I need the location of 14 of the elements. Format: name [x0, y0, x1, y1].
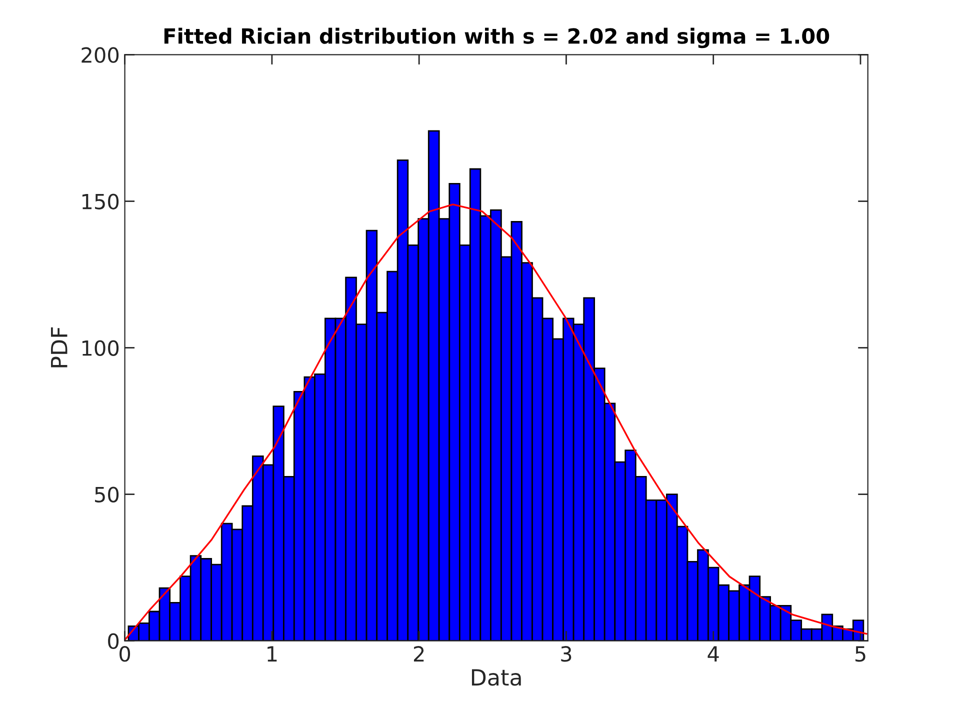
- x-tick-label: 3: [561, 646, 572, 662]
- x-tick-label: 5: [855, 646, 866, 662]
- y-tick-label: 200: [82, 47, 119, 63]
- x-axis-title: Data: [472, 669, 521, 686]
- x-tick-label: 0: [120, 646, 130, 662]
- chart-title: Fitted Rician distribution with s = 2.02 and sigma = 1.00: [164, 28, 830, 48]
- y-tick-label: 0: [108, 633, 119, 650]
- y-axis-title: PDF: [51, 327, 68, 368]
- y-tick-label: 50: [95, 486, 119, 502]
- y-tick-label: 150: [82, 194, 119, 210]
- x-tick-label: 1: [268, 646, 277, 662]
- x-tick-label: 2: [414, 646, 424, 662]
- y-tick-label: 100: [82, 340, 119, 356]
- x-tick-label: 4: [708, 646, 719, 662]
